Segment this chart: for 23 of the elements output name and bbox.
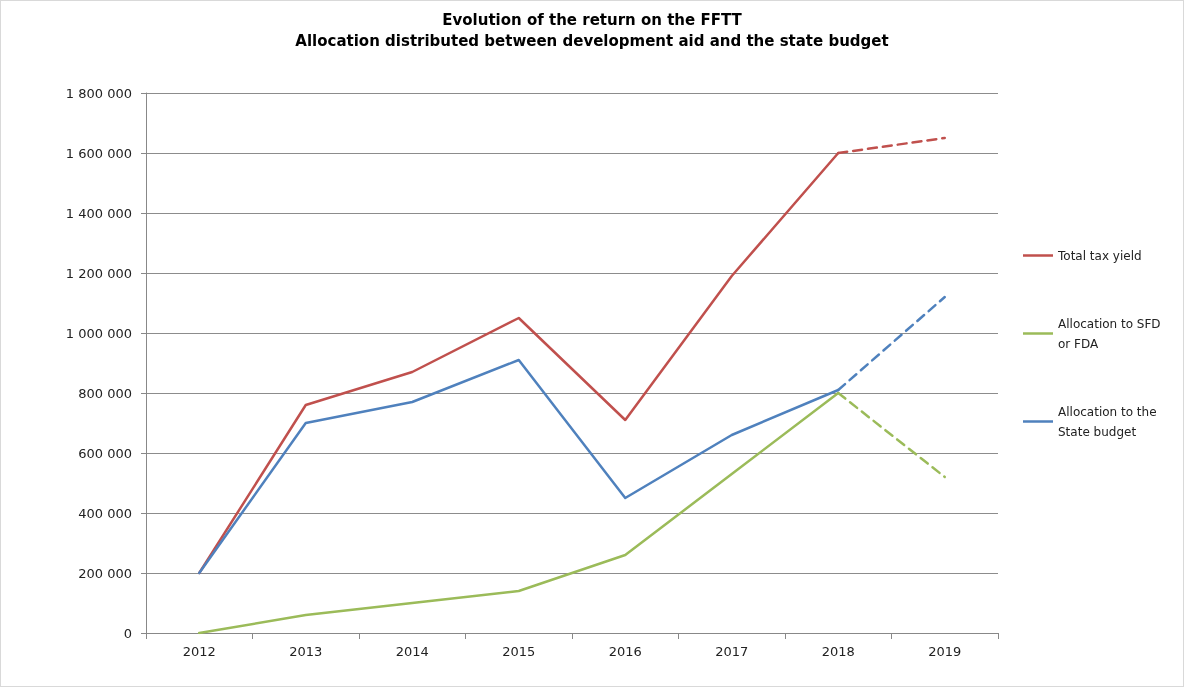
y-tick-label: 1 000 000: [65, 325, 132, 341]
y-tick-label: 1 400 000: [65, 205, 132, 221]
x-tick-label: 2015: [502, 644, 536, 659]
x-tick-label: 2019: [928, 644, 962, 659]
chart-subtitle: Allocation distributed between development aid and the state budget: [295, 31, 889, 50]
y-tick-label: 800 000: [78, 385, 132, 401]
y-tick-label: 400 000: [78, 505, 132, 521]
y-tick-label: 1 600 000: [65, 145, 132, 161]
x-tick-label: 2013: [289, 644, 323, 659]
chart-title: Evolution of the return on the FFTT: [442, 10, 743, 29]
x-tick-label: 2014: [395, 644, 429, 659]
y-tick-label: 0: [123, 625, 132, 641]
y-tick-label: 200 000: [78, 565, 132, 581]
y-tick-label: 600 000: [78, 445, 132, 461]
legend-label: Allocation to the State budget: [1058, 404, 1161, 439]
x-tick-label: 2018: [821, 644, 855, 659]
legend-label: Total tax yield: [1057, 248, 1142, 263]
y-tick-label: 1 200 000: [65, 265, 132, 281]
x-tick-label: 2017: [715, 644, 749, 659]
x-tick-label: 2016: [608, 644, 642, 659]
y-tick-label: 1 800 000: [65, 85, 132, 101]
legend-label: Allocation to SFD or FDA: [1058, 316, 1165, 351]
x-tick-label: 2012: [182, 644, 216, 659]
